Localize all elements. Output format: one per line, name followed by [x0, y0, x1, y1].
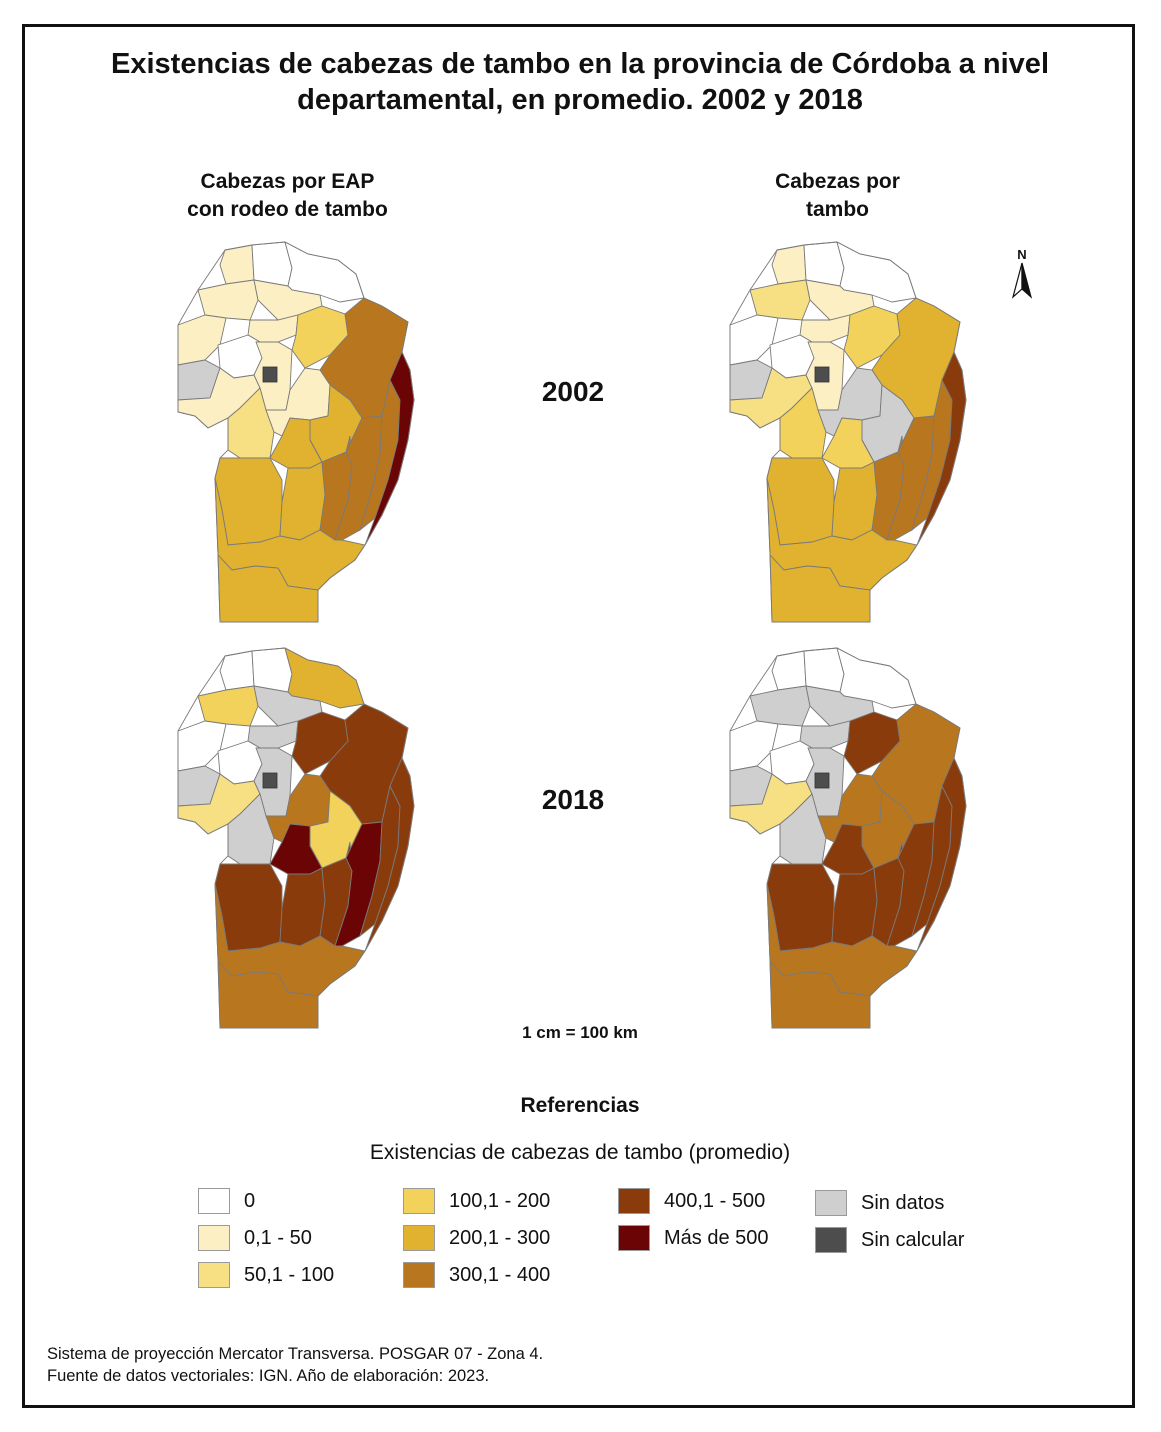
department-s2 [279, 867, 326, 947]
legend-item: 0,1 - 50 [198, 1224, 312, 1252]
north-arrow-icon: N [1011, 247, 1033, 299]
department-n1 [219, 244, 255, 285]
column-heading-tambo-line1: Cabezas por [775, 170, 900, 193]
department-s2 [279, 461, 326, 541]
column-heading-eap-line1: Cabezas por EAP [200, 170, 375, 193]
legend-label: 100,1 - 200 [449, 1189, 551, 1212]
department-s2 [831, 867, 878, 947]
footer-projection: Sistema de proyección Mercator Transvers… [47, 1345, 544, 1363]
department-n2 [251, 241, 293, 287]
legend-swatch [815, 1190, 847, 1216]
legend-label: 400,1 - 500 [664, 1189, 766, 1212]
department-n1 [219, 650, 255, 691]
capital-department [262, 772, 278, 789]
capital-department [262, 366, 278, 383]
department-nw1 [197, 279, 259, 321]
legend-item: 0 [198, 1187, 255, 1215]
legend-label: 0,1 - 50 [244, 1226, 312, 1249]
north-arrow-label: N [1017, 247, 1026, 262]
map-tambo-2018 [729, 647, 967, 1029]
legend-label: Sin calcular [861, 1228, 965, 1251]
province-outline [729, 241, 967, 623]
footer: Sistema de proyección Mercator Transvers… [47, 1343, 543, 1387]
department-n1 [771, 244, 807, 285]
column-heading-tambo-line2: tambo [806, 198, 869, 221]
department-nw3 [799, 720, 851, 749]
legend-title: Existencias de cabezas de tambo (promedi… [369, 1141, 791, 1164]
legend-label: Más de 500 [664, 1226, 769, 1249]
map-eap-2002 [177, 241, 415, 623]
map-tambo-2002 [729, 241, 967, 623]
column-heading-eap-line2: con rodeo de tambo [187, 198, 388, 221]
legend-item: Sin datos [815, 1189, 944, 1217]
legend-label: 200,1 - 300 [449, 1226, 551, 1249]
department-nw1 [749, 279, 811, 321]
year-label-2018: 2018 [541, 784, 605, 815]
legend-item: 300,1 - 400 [403, 1261, 550, 1289]
column-heading-eap: Cabezas por EAP con rodeo de tambo [150, 168, 425, 224]
department-nw1 [197, 685, 259, 727]
department-s2 [831, 461, 878, 541]
province-outline [177, 647, 415, 1029]
legend-item: 100,1 - 200 [403, 1187, 550, 1215]
capital-department [814, 366, 830, 383]
column-heading-tambo: Cabezas por tambo [720, 168, 955, 224]
department-nw1 [749, 685, 811, 727]
scale-label: 1 cm = 100 km [522, 1023, 638, 1042]
department-n2 [251, 647, 293, 693]
legend-swatch [403, 1188, 435, 1214]
legend-label: Sin datos [861, 1191, 945, 1214]
legend-label: 300,1 - 400 [449, 1263, 551, 1286]
map-frame [22, 24, 1135, 1408]
legend-swatch [198, 1225, 230, 1251]
legend-item: 400,1 - 500 [618, 1187, 765, 1215]
capital-department [814, 772, 830, 789]
province-outline [177, 241, 415, 623]
legend-swatch [403, 1225, 435, 1251]
department-n1 [771, 650, 807, 691]
department-n2 [803, 647, 845, 693]
province-outline [729, 647, 967, 1029]
legend-label: 50,1 - 100 [244, 1263, 335, 1286]
legend-item: Más de 500 [618, 1224, 769, 1252]
legend-swatch [618, 1225, 650, 1251]
department-nw3 [247, 720, 299, 749]
legend-swatch [618, 1188, 650, 1214]
department-nw3 [799, 314, 851, 343]
department-n2 [803, 241, 845, 287]
legend-swatch [198, 1188, 230, 1214]
footer-source: Fuente de datos vectoriales: IGN. Año de… [47, 1367, 490, 1385]
legend-swatch [403, 1262, 435, 1288]
map-title: Existencias de cabezas de tambo en la pr… [111, 48, 1049, 116]
legend-item: 200,1 - 300 [403, 1224, 550, 1252]
legend-label: 0 [244, 1189, 256, 1212]
references-title: Referencias [520, 1094, 640, 1117]
legend-swatch [815, 1227, 847, 1253]
year-label-2002: 2002 [541, 376, 605, 407]
department-nw3 [247, 314, 299, 343]
legend-item: 50,1 - 100 [198, 1261, 334, 1289]
legend-swatch [198, 1262, 230, 1288]
map-eap-2018 [177, 647, 415, 1029]
legend-item: Sin calcular [815, 1226, 964, 1254]
